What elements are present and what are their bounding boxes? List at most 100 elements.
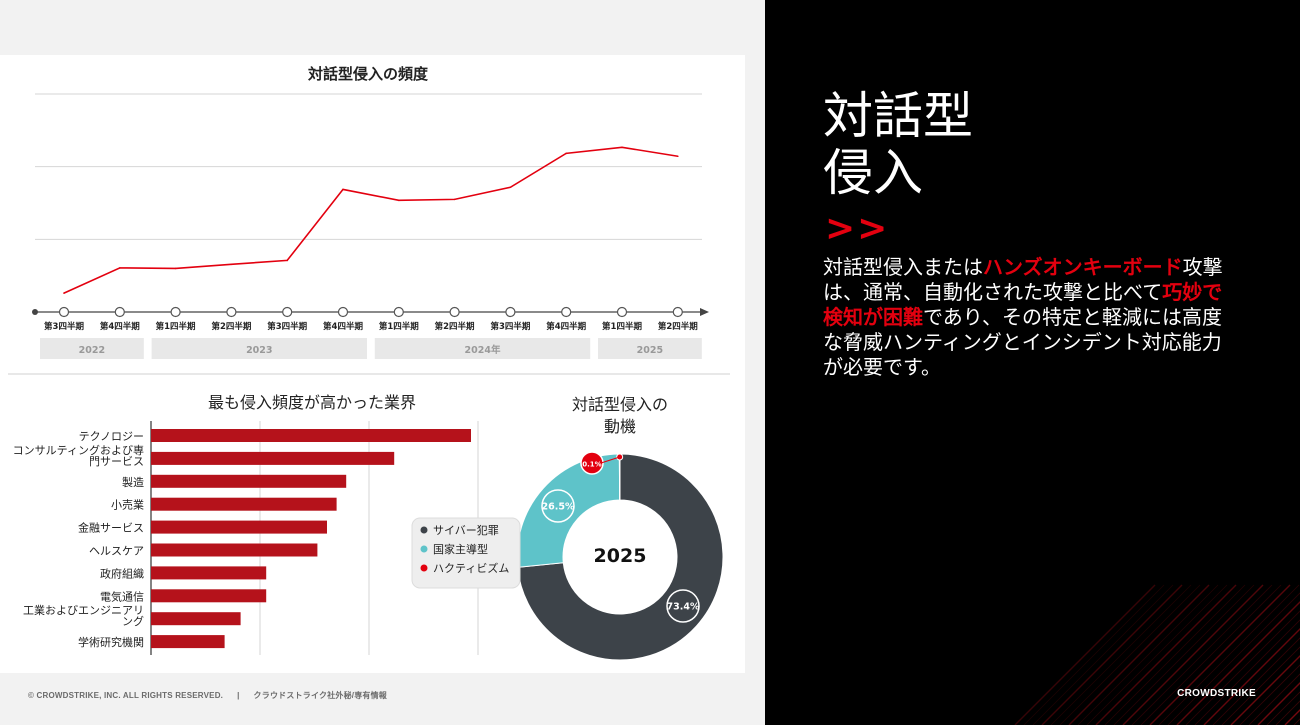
footer: © CROWDSTRIKE, INC. ALL RIGHTS RESERVED.…	[28, 690, 387, 701]
x-tick-label: 第1四半期	[156, 321, 196, 332]
bar-category-label: 門サービス	[89, 455, 144, 468]
sidebar-description: 対話型侵入またはハンズオンキーボード攻撃は、通常、自動化された攻撃と比べて巧妙で…	[823, 255, 1233, 380]
line-data-point	[621, 146, 623, 149]
sidebar-title-line2: 侵入	[823, 144, 923, 202]
stripe	[1041, 584, 1183, 725]
line-data-point	[119, 267, 121, 269]
stripe	[1158, 584, 1300, 725]
legend-label: サイバー犯罪	[433, 524, 499, 537]
line-data-point	[398, 199, 400, 202]
stripe	[1257, 682, 1300, 725]
bar-category-label: 製造	[122, 475, 144, 489]
hacktivism-leader-line	[600, 456, 620, 464]
x-tick-marker	[282, 306, 293, 318]
legend-swatch	[420, 545, 428, 553]
stripe	[1014, 584, 1156, 725]
donut-value-label: 0.1%	[582, 461, 601, 469]
stripe	[1113, 584, 1255, 725]
line-data-point	[230, 263, 233, 266]
bar	[151, 520, 327, 534]
legend-label: 国家主導型	[433, 542, 488, 556]
stripe	[1248, 673, 1300, 725]
year-band	[598, 338, 702, 359]
year-band	[40, 338, 144, 359]
line-data-point	[677, 155, 679, 158]
bar-chart-series: テクノロジーコンサルティングおよび専門サービス製造小売業金融サービスヘルスケア政…	[13, 429, 471, 649]
x-tick-marker	[58, 306, 70, 318]
x-tick-label: 第1四半期	[379, 321, 419, 332]
x-tick-marker	[672, 306, 683, 318]
x-tick-marker	[616, 306, 628, 318]
legend-swatch	[420, 564, 428, 572]
x-tick-marker	[170, 306, 181, 318]
bar-category-label: 小売業	[111, 499, 144, 512]
x-tick-marker	[561, 306, 572, 318]
x-tick-label: 第2四半期	[658, 321, 698, 332]
stripe	[1185, 610, 1300, 725]
desc-highlight-1: ハンズオンキーボード	[983, 255, 1183, 279]
stripe	[1077, 584, 1219, 725]
stripe	[1050, 584, 1192, 725]
year-band-label: 2022	[79, 345, 105, 356]
line-data-point	[565, 152, 567, 155]
bar	[151, 497, 337, 511]
bar	[151, 543, 318, 557]
stripe-pattern	[1014, 584, 1300, 725]
chart-area: 対話型侵入の頻度 第3四半期 第4四半期 第1四半期 第2四半期 第3四半期 第4四半期第…	[0, 0, 765, 725]
donut-slice	[516, 453, 724, 661]
x-tick-label: 第2四半期	[435, 321, 475, 332]
bar-category-label: 工業およびエンジニアリ	[23, 604, 144, 617]
line-data-point	[453, 198, 456, 201]
bar	[151, 429, 471, 442]
stripe	[1176, 601, 1300, 725]
bar-category-label: テクノロジー	[79, 430, 144, 443]
stripe	[1149, 584, 1291, 725]
bar-category-label: 金融サービス	[78, 521, 144, 535]
desc-highlight-2: 巧妙で検知が困難	[823, 280, 1223, 329]
bar-category-label: ング	[122, 614, 144, 628]
line-data-point	[63, 292, 65, 294]
chart-panel: 対話型侵入の頻度 第3四半期 第4四半期 第1四半期 第2四半期 第3四半期 第4四半期第…	[0, 55, 745, 673]
line-chart-series	[63, 146, 679, 294]
bar	[151, 474, 347, 488]
donut-slice	[516, 453, 621, 568]
stripe	[1203, 628, 1300, 725]
legend-box	[411, 517, 521, 589]
stripe	[1131, 584, 1273, 725]
bar-category-label: 政府組織	[100, 566, 144, 580]
footer-copyright: © CROWDSTRIKE, INC. ALL RIGHTS RESERVED.	[28, 691, 224, 700]
stripe	[1167, 592, 1300, 725]
stripe	[1095, 584, 1237, 725]
year-band	[151, 338, 367, 359]
donut-chart-title-line2: 動機	[604, 417, 636, 436]
crowdstrike-logo: CROWDSTRIKE	[1177, 688, 1256, 699]
footer-confidential: クラウドストライク社外秘/専有情報	[253, 691, 388, 700]
sidebar-panel: 対話型 侵入 >> 対話型侵入またはハンズオンキーボード攻撃は、通常、自動化され…	[765, 0, 1300, 725]
donut-chart-title-line1: 対話型侵入の	[572, 395, 668, 414]
line-chart-x-axis: 第3四半期 第4四半期 第1四半期 第2四半期 第3四半期 第4四半期 第1四半期 第2四半期…	[32, 306, 709, 332]
donut-value-label: 73.4%	[667, 602, 700, 613]
bar	[151, 589, 267, 603]
x-tick-label: 第4四半期	[546, 321, 586, 332]
x-tick-marker	[505, 306, 516, 318]
x-tick-label: 第3四半期	[267, 321, 307, 332]
stripe	[1122, 584, 1264, 725]
x-tick-label: 第2四半期	[211, 321, 251, 332]
stripe	[1068, 584, 1210, 725]
stripe	[1194, 619, 1300, 725]
x-tick-marker	[226, 306, 237, 318]
donut-center-label: 2025	[594, 545, 647, 567]
x-tick-label: 第4四半期	[100, 321, 140, 332]
line-data-point	[342, 188, 344, 191]
stripe	[1104, 584, 1246, 725]
sidebar-title: 対話型 侵入	[823, 88, 973, 202]
year-band-label: 2023	[246, 345, 272, 356]
x-tick-marker	[449, 306, 460, 318]
stripe	[1140, 584, 1282, 725]
desc-text-2: 攻撃は、通常、自動化された攻撃と比べて	[823, 255, 1223, 304]
charts-canvas: 対話型侵入の頻度 第3四半期 第4四半期 第1四半期 第2四半期 第3四半期 第4四半期第…	[8, 65, 730, 661]
stripe	[1059, 584, 1201, 725]
stripe	[1032, 584, 1174, 725]
stripe	[1023, 584, 1165, 725]
